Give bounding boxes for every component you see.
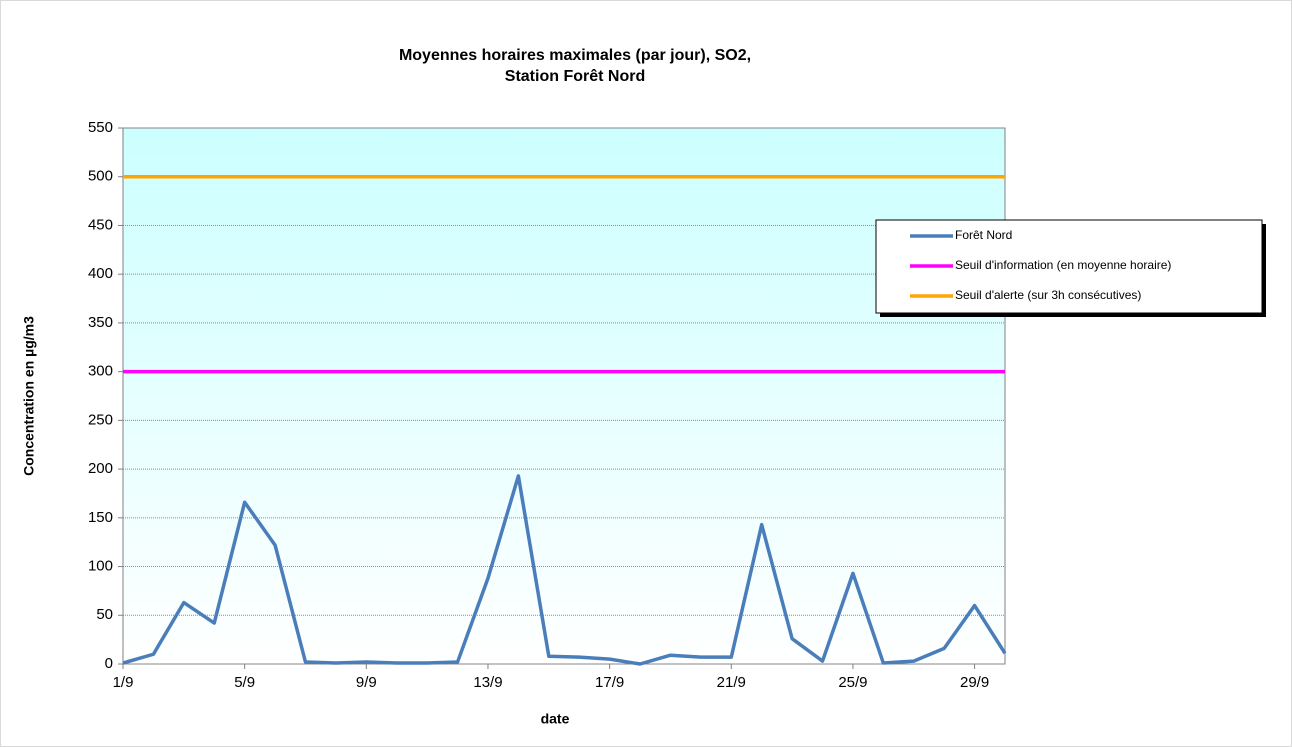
x-tick-label: 25/9	[838, 674, 867, 691]
x-tick-label: 29/9	[960, 674, 989, 691]
y-tick-label: 50	[96, 606, 113, 623]
y-tick-label: 350	[88, 314, 113, 331]
legend-label: Seuil d'alerte (sur 3h consécutives)	[955, 288, 1141, 302]
plot-area	[122, 127, 1006, 665]
y-tick-label: 100	[88, 558, 113, 575]
x-axis-label: date	[541, 711, 570, 727]
y-tick-label: 550	[88, 119, 113, 136]
x-tick-label: 5/9	[234, 674, 255, 691]
legend: Forêt Nord Seuil d'information (en moyenn…	[875, 219, 1266, 317]
y-tick-label: 500	[88, 168, 113, 185]
chart-title: Station Forêt Nord	[505, 68, 645, 85]
legend-label: Forêt Nord	[955, 228, 1012, 242]
y-tick-label: 0	[105, 655, 113, 672]
chart-title: Moyennes horaires maximales (par jour), …	[399, 47, 751, 64]
y-tick-label: 400	[88, 265, 113, 282]
y-tick-label: 200	[88, 460, 113, 477]
y-tick-label: 300	[88, 363, 113, 380]
y-axis-label: Concentration en µg/m3	[21, 316, 37, 476]
y-tick-label: 450	[88, 216, 113, 233]
x-tick-label: 13/9	[473, 674, 502, 691]
legend-label: Seuil d'information (en moyenne horaire)	[955, 258, 1171, 272]
y-tick-label: 250	[88, 411, 113, 428]
x-tick-label: 9/9	[356, 674, 377, 691]
x-tick-label: 21/9	[717, 674, 746, 691]
series-line	[122, 474, 1007, 666]
x-tick-label: 17/9	[595, 674, 624, 691]
y-tick-label: 150	[88, 509, 113, 526]
x-tick-label: 1/9	[113, 674, 134, 691]
